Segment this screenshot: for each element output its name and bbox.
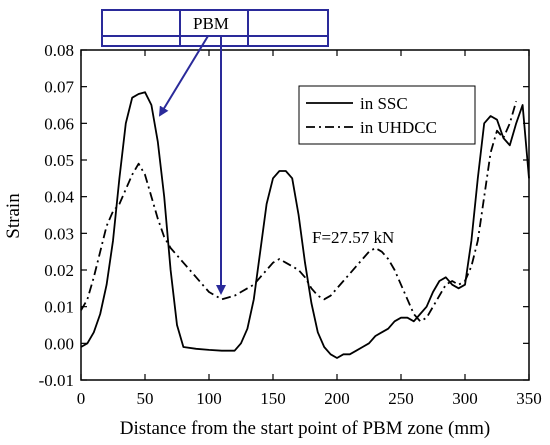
y-tick-label: 0.04 bbox=[44, 188, 74, 207]
pbm-box bbox=[101, 9, 329, 47]
pbm-label: PBM bbox=[193, 14, 229, 33]
x-tick-label: 50 bbox=[137, 389, 154, 408]
y-axis-ticks: -0.01 0.00 0.01 0.02 0.03 0.04 0.05 0.06 0.07 0.0… bbox=[39, 41, 529, 390]
y-tick-label: 0.03 bbox=[44, 224, 74, 243]
y-tick-label: 0.00 bbox=[44, 334, 74, 353]
callout-arrow-left bbox=[158, 35, 209, 117]
y-axis-title: Strain bbox=[3, 193, 24, 239]
x-tick-label: 250 bbox=[388, 389, 414, 408]
x-tick-label: 100 bbox=[196, 389, 222, 408]
load-annotation: F=27.57 kN bbox=[312, 228, 394, 247]
legend-label-ssc: in SSC bbox=[360, 94, 408, 113]
series-line-ssc bbox=[80, 91, 530, 359]
x-tick-label: 150 bbox=[260, 389, 286, 408]
x-axis-title: Distance from the start point of PBM zon… bbox=[120, 418, 490, 439]
x-tick-label: 300 bbox=[452, 389, 478, 408]
plot-frame bbox=[80, 49, 530, 381]
legend-label-uhdcc: in UHDCC bbox=[360, 118, 437, 137]
series-layer bbox=[80, 91, 530, 359]
x-tick-label: 350 bbox=[516, 389, 542, 408]
y-tick-label: 0.02 bbox=[44, 261, 74, 280]
x-tick-label: 0 bbox=[77, 389, 86, 408]
x-tick-label: 200 bbox=[324, 389, 350, 408]
legend-box bbox=[298, 85, 476, 145]
y-tick-label: 0.08 bbox=[44, 41, 74, 60]
legend: in SSC in UHDCC bbox=[298, 85, 476, 145]
y-tick-label: 0.06 bbox=[44, 114, 74, 133]
y-tick-label: 0.05 bbox=[44, 151, 74, 170]
x-axis-ticks: 0 50 100 150 200 250 300 350 bbox=[77, 50, 542, 408]
pbm-callout: PBM bbox=[101, 9, 329, 47]
y-tick-label: 0.01 bbox=[44, 298, 74, 317]
y-tick-label: 0.07 bbox=[44, 78, 74, 97]
y-tick-label: -0.01 bbox=[39, 371, 74, 390]
